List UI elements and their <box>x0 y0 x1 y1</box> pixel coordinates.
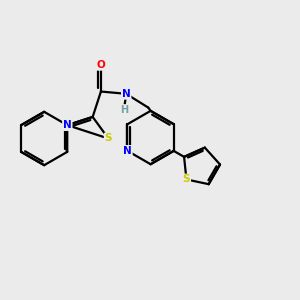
Text: N: N <box>63 120 72 130</box>
Text: O: O <box>97 60 105 70</box>
Text: H: H <box>120 105 128 115</box>
Text: N: N <box>123 146 132 156</box>
Text: S: S <box>183 175 190 184</box>
Text: N: N <box>122 89 130 99</box>
Text: S: S <box>105 134 112 143</box>
